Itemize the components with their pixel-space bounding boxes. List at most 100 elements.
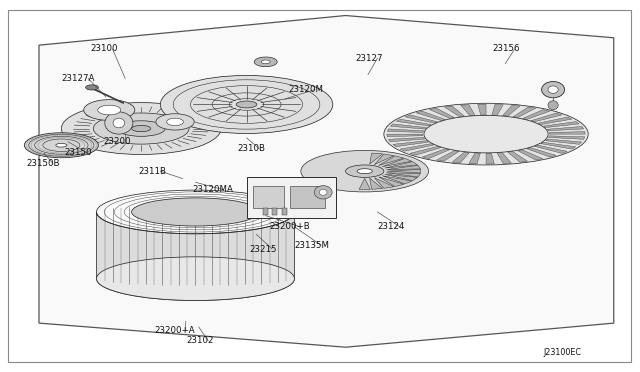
- Bar: [272, 208, 277, 215]
- Text: 23127: 23127: [355, 54, 383, 62]
- Polygon shape: [359, 179, 371, 189]
- Polygon shape: [527, 148, 556, 157]
- Ellipse shape: [84, 100, 135, 121]
- Polygon shape: [393, 141, 429, 147]
- Polygon shape: [543, 122, 579, 128]
- Bar: [246, 177, 336, 218]
- Polygon shape: [513, 107, 536, 118]
- Ellipse shape: [61, 103, 221, 154]
- Polygon shape: [531, 113, 562, 122]
- Text: 23127A: 23127A: [61, 74, 95, 83]
- Polygon shape: [492, 104, 503, 115]
- Ellipse shape: [236, 101, 257, 108]
- Bar: [262, 208, 268, 215]
- Polygon shape: [548, 136, 585, 139]
- Ellipse shape: [357, 169, 372, 174]
- Polygon shape: [39, 16, 614, 347]
- Ellipse shape: [113, 118, 125, 128]
- Polygon shape: [370, 153, 383, 164]
- Bar: [290, 186, 325, 208]
- Polygon shape: [444, 106, 465, 117]
- Polygon shape: [385, 174, 417, 181]
- Polygon shape: [534, 145, 567, 153]
- Ellipse shape: [93, 113, 189, 144]
- Ellipse shape: [254, 57, 277, 67]
- Polygon shape: [522, 110, 550, 119]
- Ellipse shape: [548, 101, 558, 110]
- Polygon shape: [538, 117, 572, 125]
- Ellipse shape: [314, 186, 332, 199]
- Polygon shape: [379, 177, 404, 186]
- Ellipse shape: [132, 125, 151, 132]
- Polygon shape: [387, 166, 420, 170]
- Polygon shape: [469, 153, 480, 164]
- Polygon shape: [486, 153, 494, 164]
- Polygon shape: [387, 134, 423, 137]
- Ellipse shape: [384, 103, 588, 165]
- Polygon shape: [387, 169, 420, 173]
- Polygon shape: [374, 154, 394, 165]
- Ellipse shape: [167, 118, 183, 126]
- Polygon shape: [508, 151, 527, 162]
- Polygon shape: [388, 137, 425, 142]
- Polygon shape: [545, 139, 582, 144]
- Polygon shape: [422, 149, 449, 158]
- Ellipse shape: [319, 189, 327, 195]
- Text: 23124: 23124: [378, 222, 405, 231]
- Polygon shape: [385, 162, 417, 168]
- Polygon shape: [396, 119, 431, 126]
- Ellipse shape: [346, 165, 384, 177]
- Ellipse shape: [156, 114, 194, 130]
- Ellipse shape: [98, 105, 121, 115]
- Polygon shape: [436, 151, 459, 161]
- Polygon shape: [97, 212, 294, 301]
- Ellipse shape: [132, 198, 259, 226]
- Text: 23100: 23100: [90, 44, 118, 53]
- Text: 23200: 23200: [103, 137, 131, 146]
- Polygon shape: [410, 147, 441, 155]
- Polygon shape: [405, 115, 438, 123]
- Text: 23102: 23102: [186, 336, 213, 346]
- Polygon shape: [374, 178, 394, 188]
- Polygon shape: [387, 129, 424, 132]
- Polygon shape: [416, 111, 445, 121]
- Ellipse shape: [86, 85, 99, 90]
- Ellipse shape: [56, 143, 67, 147]
- Text: 23156: 23156: [492, 44, 520, 53]
- Polygon shape: [518, 150, 543, 160]
- Text: 23135M: 23135M: [294, 241, 330, 250]
- Polygon shape: [382, 158, 412, 167]
- Text: 23120M: 23120M: [288, 85, 323, 94]
- Text: 23120MA: 23120MA: [192, 185, 233, 194]
- Polygon shape: [461, 105, 475, 116]
- Bar: [282, 208, 287, 215]
- Polygon shape: [382, 176, 412, 184]
- Polygon shape: [497, 153, 511, 164]
- Text: 23200+B: 23200+B: [269, 222, 310, 231]
- Polygon shape: [370, 178, 383, 189]
- Ellipse shape: [301, 150, 429, 192]
- Ellipse shape: [541, 81, 564, 98]
- Polygon shape: [547, 126, 584, 131]
- Ellipse shape: [117, 121, 165, 137]
- Text: J23100EC: J23100EC: [543, 348, 582, 357]
- Polygon shape: [379, 156, 404, 166]
- Text: 2310B: 2310B: [237, 144, 265, 153]
- Text: 23150: 23150: [65, 148, 92, 157]
- Polygon shape: [549, 132, 585, 134]
- Polygon shape: [390, 124, 426, 129]
- Text: 2311B: 2311B: [138, 167, 166, 176]
- Text: 23200+A: 23200+A: [154, 326, 195, 335]
- Ellipse shape: [24, 133, 99, 158]
- Bar: [253, 186, 284, 208]
- Ellipse shape: [97, 257, 294, 301]
- Text: 23150B: 23150B: [26, 159, 60, 168]
- Ellipse shape: [548, 86, 558, 93]
- Polygon shape: [541, 142, 576, 149]
- Ellipse shape: [105, 112, 133, 134]
- Text: 23215: 23215: [250, 244, 277, 253]
- Ellipse shape: [424, 115, 548, 153]
- Polygon shape: [502, 105, 520, 116]
- Ellipse shape: [261, 60, 270, 64]
- Polygon shape: [452, 152, 469, 163]
